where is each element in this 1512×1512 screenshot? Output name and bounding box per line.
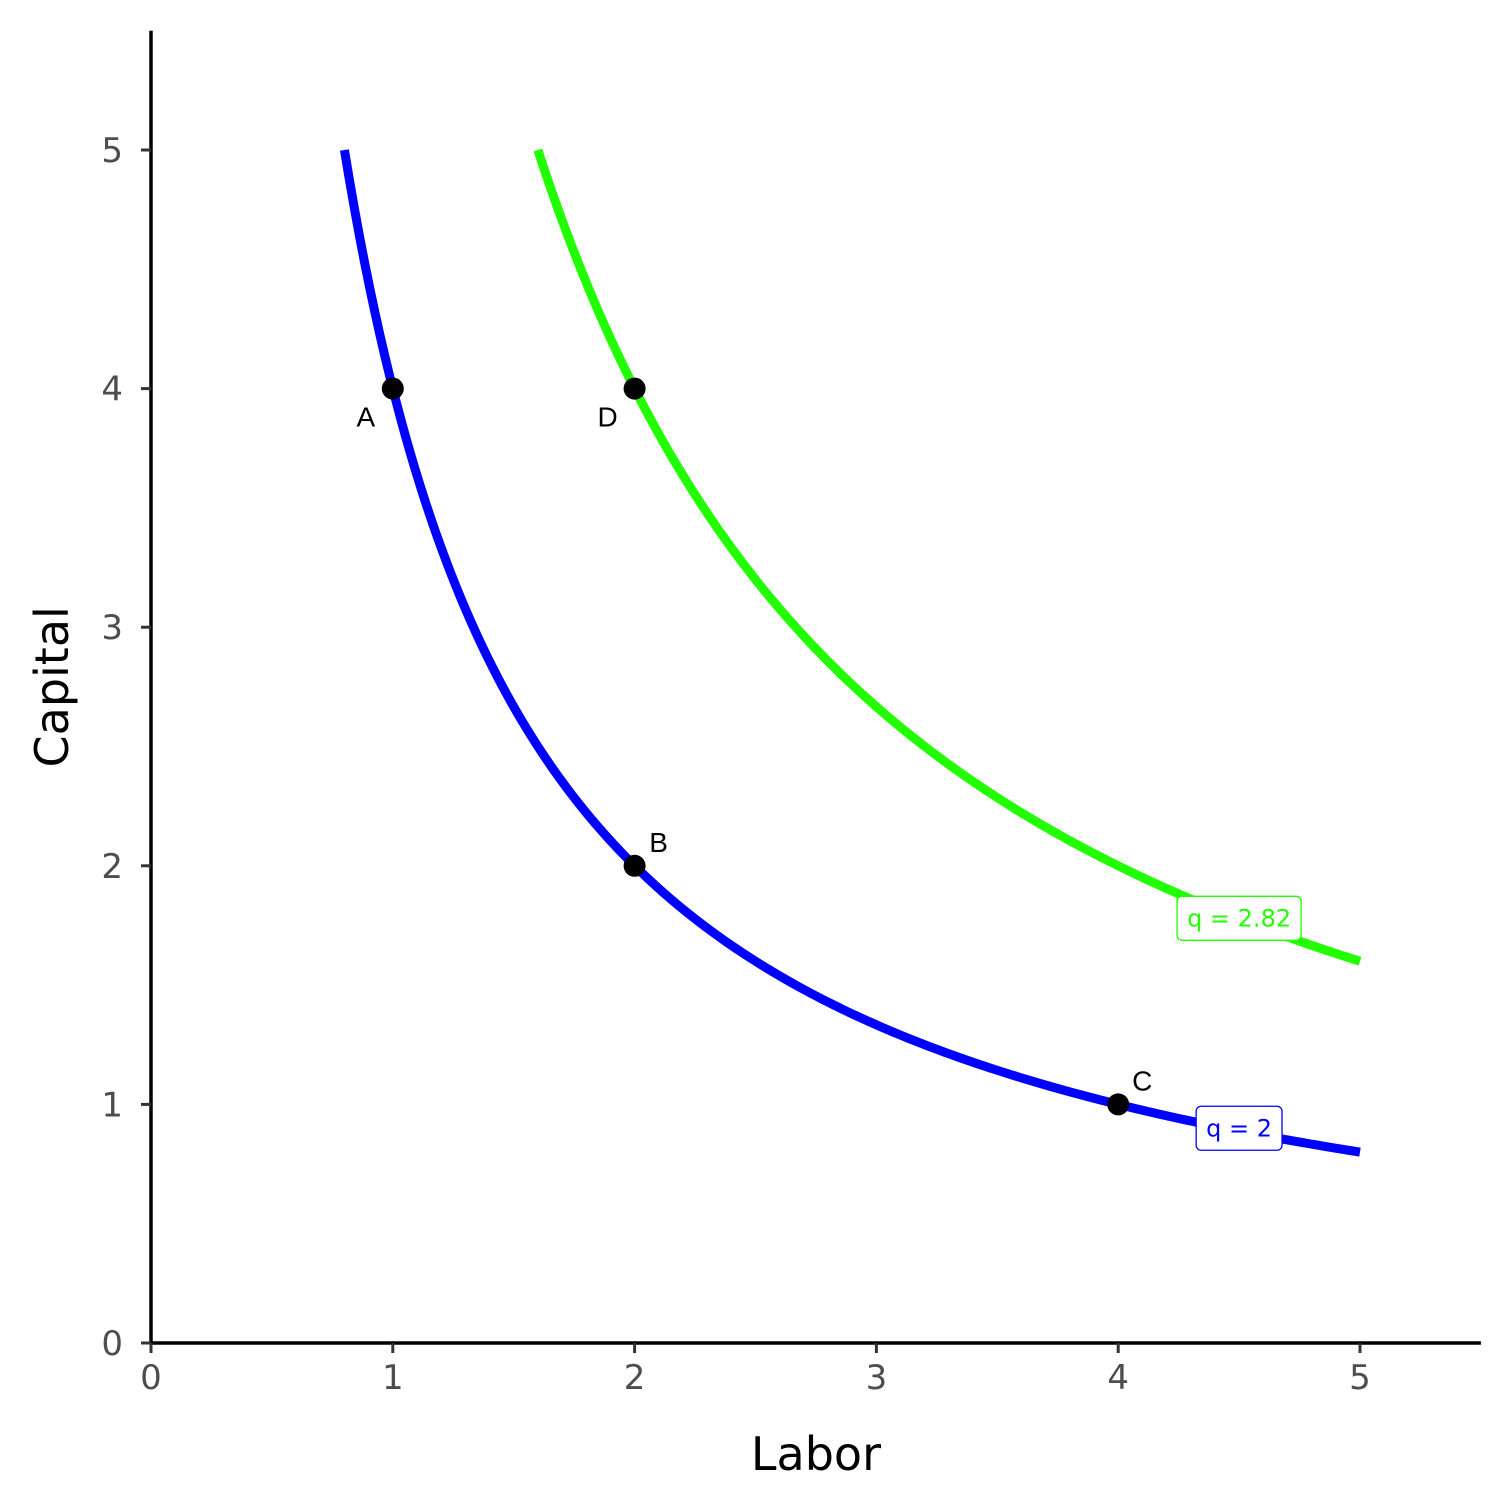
- y-tick-label: 1: [101, 1085, 123, 1125]
- point-label-d: D: [597, 402, 617, 433]
- curves-layer: [340, 148, 1362, 1157]
- y-tick-label: 0: [101, 1324, 123, 1364]
- point-c: [1107, 1093, 1130, 1116]
- point-a: [381, 377, 404, 400]
- y-tick-label: 2: [101, 847, 123, 887]
- x-tick-label: 1: [382, 1358, 404, 1398]
- curve-label-box: [1195, 1105, 1283, 1151]
- isoquant-line-1: [340, 149, 1361, 1157]
- x-tick-label: 5: [1349, 1358, 1371, 1398]
- point-label-a: A: [356, 402, 375, 433]
- point-label-c: C: [1132, 1065, 1152, 1096]
- curve-labels-layer: q = 2 q = 2.82: [1176, 895, 1302, 1151]
- y-tick-label: 5: [101, 131, 123, 171]
- y-axis-title: Capital: [25, 606, 79, 767]
- points-layer: A B C D: [356, 377, 1152, 1116]
- axes-layer: 0 1 2 3 4 5 0 1 2 3 4 5: [101, 30, 1481, 1398]
- x-axis-title: Labor: [751, 1427, 881, 1481]
- curve-label-2: q = 2.82: [1176, 895, 1302, 941]
- point-label-b: B: [649, 827, 668, 858]
- curve-label-1: q = 2: [1195, 1105, 1283, 1151]
- x-tick-label: 4: [1107, 1358, 1129, 1398]
- point-b: [623, 854, 646, 877]
- y-tick-label: 3: [101, 608, 123, 648]
- curve-label-text: q = 2.82: [1187, 904, 1291, 932]
- point-d: [623, 377, 646, 400]
- x-tick-label: 0: [140, 1358, 162, 1398]
- y-tick-label: 4: [101, 370, 123, 410]
- curve-label-text: q = 2: [1206, 1114, 1272, 1142]
- x-tick-label: 2: [624, 1358, 646, 1398]
- x-tick-label: 3: [866, 1358, 888, 1398]
- curve-label-box: [1176, 895, 1302, 941]
